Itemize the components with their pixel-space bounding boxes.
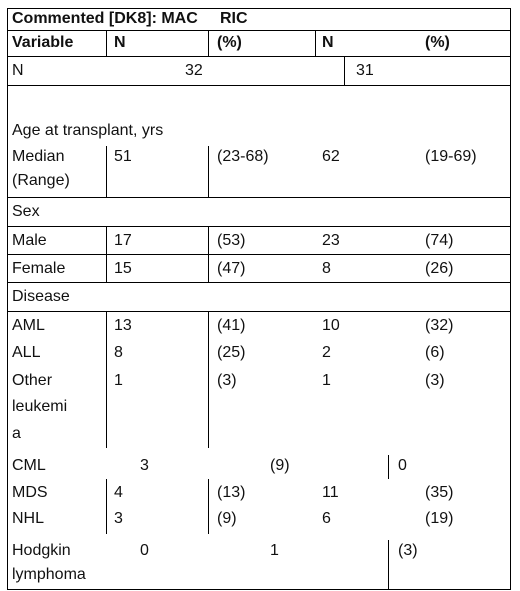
sex-divider-1 [106, 226, 107, 283]
other-leukemia-mac-pct: (3) [217, 372, 237, 389]
hodgkin-label-line2: lymphoma [12, 566, 86, 583]
hodgkin-ric-n: (3) [398, 542, 418, 559]
n-row-label: N [12, 62, 24, 79]
male-mac-n: 17 [114, 232, 132, 249]
age-mac-n: 51 [114, 148, 132, 165]
table-border-right [510, 8, 511, 590]
sex-heading: Sex [12, 203, 40, 220]
female-ric-pct: (26) [425, 260, 454, 277]
age-label-median: Median [12, 148, 65, 165]
other-leukemia-label-line2: leukemi [12, 398, 68, 415]
other-leukemia-ric-n: 1 [322, 372, 331, 389]
table-border-top [7, 8, 511, 9]
comment-label: Commented [DK8]: MAC RIC [12, 10, 248, 27]
disease-divider-2 [208, 311, 209, 448]
disease-divider-1 [106, 311, 107, 448]
mds-ric-pct: (35) [425, 484, 454, 501]
header-n-mac: N [114, 34, 126, 51]
male-label: Male [12, 232, 47, 249]
mds-ric-n: 11 [322, 484, 339, 501]
table-border-bottom [7, 589, 511, 590]
aml-label: AML [12, 317, 45, 334]
age-divider-2 [208, 146, 209, 198]
mds-label: MDS [12, 484, 48, 501]
rule-below-male [7, 254, 511, 255]
female-ric-n: 8 [322, 260, 331, 277]
header-pct-mac: (%) [217, 34, 242, 51]
all-label: ALL [12, 344, 41, 361]
rule-below-sex [7, 226, 511, 227]
rule-below-female [7, 282, 511, 283]
male-mac-pct: (53) [217, 232, 246, 249]
other-leukemia-ric-pct: (3) [425, 372, 445, 389]
nhl-mac-n: 3 [114, 510, 123, 527]
n-row-mac: 32 [185, 62, 203, 79]
other-leukemia-mac-n: 1 [114, 372, 123, 389]
mds-divider-1 [106, 479, 107, 534]
rule-below-n [7, 85, 511, 86]
age-label-range: (Range) [12, 172, 70, 189]
cml-ric-n: 0 [398, 457, 407, 474]
hodgkin-label-line1: Hodgkin [12, 542, 71, 559]
female-mac-pct: (47) [217, 260, 246, 277]
aml-mac-pct: (41) [217, 317, 246, 334]
age-ric-pct: (19-69) [425, 148, 477, 165]
header-divider-2 [208, 30, 209, 57]
all-ric-pct: (6) [425, 344, 445, 361]
cml-divider [388, 455, 389, 479]
age-heading: Age at transplant, yrs [12, 122, 164, 139]
nhl-ric-n: 6 [322, 510, 331, 527]
mds-mac-pct: (13) [217, 484, 246, 501]
n-row-divider [344, 56, 345, 86]
aml-ric-n: 10 [322, 317, 340, 334]
nhl-label: NHL [12, 510, 45, 527]
cml-mac-n: 3 [140, 457, 149, 474]
age-mac-pct: (23-68) [217, 148, 269, 165]
all-mac-n: 8 [114, 344, 123, 361]
female-mac-n: 15 [114, 260, 132, 277]
aml-mac-n: 13 [114, 317, 132, 334]
age-ric-n: 62 [322, 148, 340, 165]
age-divider-1 [106, 146, 107, 198]
rule-below-comment [7, 30, 511, 31]
hodgkin-mac-pct: 1 [270, 542, 279, 559]
rule-below-header [7, 56, 511, 57]
hodgkin-divider [388, 540, 389, 590]
sex-divider-2 [208, 226, 209, 283]
disease-heading: Disease [12, 288, 70, 305]
cml-mac-pct: (9) [270, 457, 290, 474]
other-leukemia-label-line3: a [12, 425, 21, 442]
header-divider-3 [315, 30, 316, 57]
mds-mac-n: 4 [114, 484, 123, 501]
hodgkin-mac-n: 0 [140, 542, 149, 559]
nhl-mac-pct: (9) [217, 510, 237, 527]
aml-ric-pct: (32) [425, 317, 454, 334]
header-divider-1 [106, 30, 107, 57]
table-border-left [7, 8, 8, 590]
rule-below-disease [7, 311, 511, 312]
rule-below-age [7, 197, 511, 198]
header-variable: Variable [12, 34, 74, 51]
all-ric-n: 2 [322, 344, 331, 361]
male-ric-n: 23 [322, 232, 340, 249]
n-row-ric: 31 [356, 62, 374, 79]
nhl-ric-pct: (19) [425, 510, 454, 527]
other-leukemia-label-line1: Other [12, 372, 53, 389]
female-label: Female [12, 260, 66, 277]
all-mac-pct: (25) [217, 344, 246, 361]
cml-label: CML [12, 457, 46, 474]
mds-divider-2 [208, 479, 209, 534]
male-ric-pct: (74) [425, 232, 454, 249]
header-pct-ric: (%) [425, 34, 450, 51]
header-n-ric: N [322, 34, 334, 51]
